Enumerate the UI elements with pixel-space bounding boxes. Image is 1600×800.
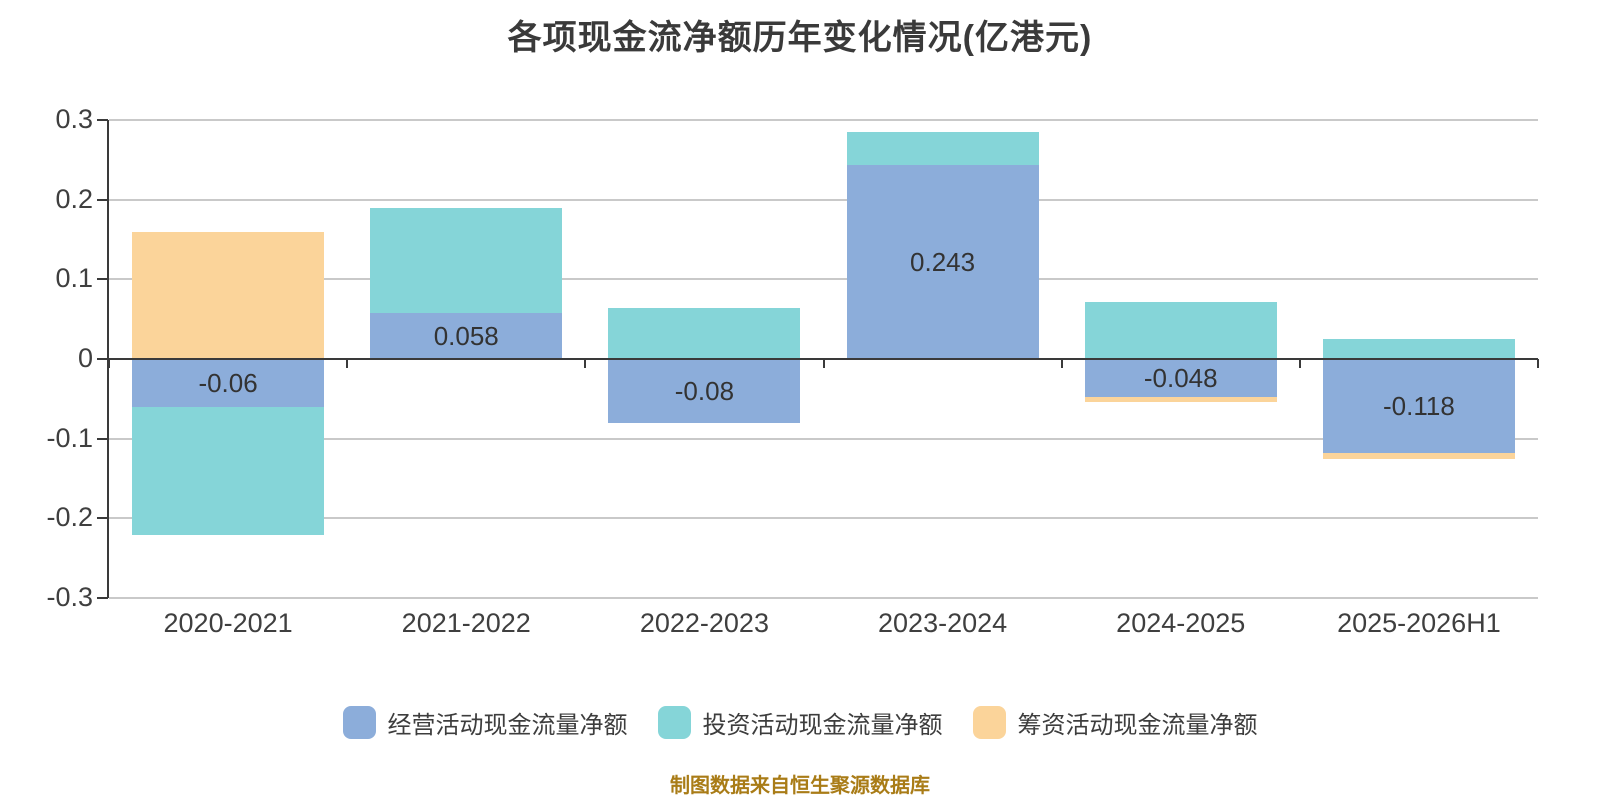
chart-title: 各项现金流净额历年变化情况(亿港元)	[507, 19, 1093, 57]
bar-segment-series2	[132, 406, 325, 536]
y-tick-label: -0.1	[46, 422, 93, 453]
x-axis-tick	[1537, 359, 1539, 368]
x-tick-label: 2024-2025	[1116, 608, 1246, 638]
bar-segment-series3	[1322, 453, 1515, 460]
gridline	[109, 198, 1538, 201]
gridline	[109, 597, 1538, 599]
y-tick-label: -0.2	[46, 502, 93, 533]
x-axis-tick	[584, 359, 587, 368]
bar-segment-series3	[1084, 397, 1277, 402]
bar-segment-series1	[608, 359, 801, 423]
bar-segment-series1	[1322, 359, 1515, 453]
bar-segment-series2	[1322, 339, 1515, 359]
x-tick-label: 2022-2023	[639, 608, 769, 638]
bar-segment-series1	[1084, 359, 1277, 398]
y-tick-label: 0.1	[55, 263, 93, 294]
bar-value-label: 0.058	[433, 320, 499, 351]
bar-value-label: 0.243	[910, 247, 976, 278]
x-tick-label: 2021-2022	[401, 608, 531, 638]
x-axis-tick	[346, 359, 349, 368]
bar-segment-series2	[608, 308, 801, 359]
y-axis-tick	[97, 517, 108, 520]
y-axis-tick	[97, 597, 108, 599]
bar-segment-series1	[370, 312, 563, 359]
bar-segment-series1	[132, 359, 325, 407]
bar-value-label: -0.06	[198, 367, 258, 398]
legend-item-series2: 投资活动现金流量净额	[657, 705, 943, 740]
legend: 经营活动现金流量净额 投资活动现金流量净额 筹资活动现金流量净额	[0, 705, 1600, 740]
x-tick-label: 2020-2021	[163, 608, 293, 638]
bar-segment-series2	[370, 207, 563, 313]
legend-swatch-icon	[657, 706, 691, 739]
x-tick-label: 2025-2026H1	[1337, 608, 1501, 638]
x-axis-tick	[108, 359, 110, 368]
legend-swatch-icon	[972, 706, 1006, 739]
legend-item-series1: 经营活动现金流量净额	[342, 705, 628, 740]
bar-segment-series2	[846, 131, 1039, 166]
y-axis-tick	[97, 278, 108, 281]
gridline	[109, 119, 1538, 121]
y-tick-label: -0.3	[46, 582, 93, 612]
bar-value-label: -0.048	[1143, 363, 1218, 394]
legend-label: 筹资活动现金流量净额	[1017, 712, 1258, 739]
y-axis-tick	[97, 119, 108, 121]
gridline	[109, 517, 1538, 520]
bar-segment-series2	[1084, 302, 1277, 359]
bar-value-label: -0.08	[674, 375, 735, 406]
gridline	[109, 437, 1538, 440]
y-axis-tick	[97, 198, 108, 201]
bar-segment-series3	[132, 232, 325, 359]
legend-item-series3: 筹资活动现金流量净额	[972, 705, 1258, 740]
source-note: 制图数据来自恒生聚源数据库	[670, 775, 930, 797]
x-axis-tick	[1060, 359, 1063, 368]
y-tick-label: 0.3	[55, 104, 93, 134]
y-axis-tick	[97, 437, 108, 440]
gridline	[109, 278, 1538, 281]
x-tick-label: 2023-2024	[878, 608, 1008, 638]
y-axis-tick	[97, 358, 108, 360]
x-axis-tick	[822, 359, 825, 368]
x-axis-tick	[1298, 359, 1301, 368]
y-tick-label: 0	[77, 343, 93, 373]
legend-swatch-icon	[342, 706, 376, 739]
bar-segment-series1	[846, 165, 1039, 359]
legend-label: 投资活动现金流量净额	[702, 712, 943, 739]
legend-label: 经营活动现金流量净额	[387, 712, 628, 739]
bar-value-label: -0.118	[1383, 391, 1455, 421]
y-tick-label: 0.2	[55, 183, 93, 214]
